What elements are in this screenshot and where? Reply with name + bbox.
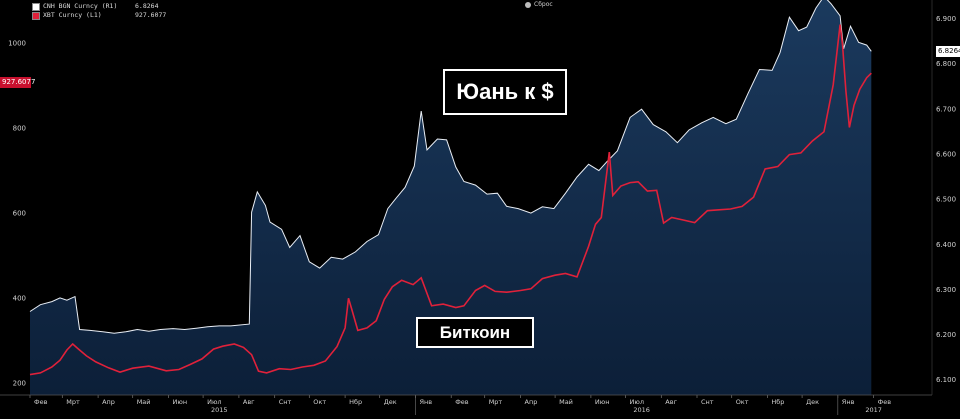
- x-tick-label: Дек: [806, 398, 819, 406]
- y-left-tick-label: 600: [13, 209, 26, 217]
- x-tick-label: Мрт: [489, 398, 503, 406]
- x-tick-label: Дек: [384, 398, 397, 406]
- series-line-cnh: [29, 0, 872, 334]
- x-tick-label: Июн: [173, 398, 188, 406]
- series-line-xbt: [29, 24, 872, 376]
- callout-bitcoin: Биткоин: [416, 317, 534, 348]
- x-tick-label: Снт: [701, 398, 714, 406]
- y-right-tick-label: 6.900: [936, 15, 956, 23]
- x-tick-label: Авг: [665, 398, 677, 406]
- legend-item-xbt: XBT Curncy (L1) 927.6077: [32, 11, 166, 20]
- legend-label-xbt: XBT Curncy (L1): [43, 11, 102, 19]
- x-tick-label: Янв: [842, 398, 855, 406]
- x-tick-label: Окт: [313, 398, 326, 406]
- y-right-tick-label: 6.100: [936, 376, 956, 384]
- x-year-label: 2015: [211, 406, 228, 414]
- legend-value-xbt: 927.6077: [135, 11, 167, 19]
- y-right-tick-label: 6.600: [936, 151, 956, 159]
- x-tick-label: Янв: [420, 398, 433, 406]
- y-left-tick-label: 1000: [8, 40, 26, 48]
- x-tick-label: Июн: [595, 398, 610, 406]
- legend-swatch-cnh: [32, 2, 40, 11]
- series-area-cnh: [30, 0, 872, 395]
- x-year-label: 2016: [633, 406, 650, 414]
- x-tick-label: Мрт: [66, 398, 80, 406]
- y-right-tick-label: 6.800: [936, 60, 956, 68]
- last-value-tag-right: 6.8264: [936, 46, 960, 57]
- y-right-tick-label: 6.200: [936, 331, 956, 339]
- legend-label-cnh: CNH BGN Curncy (R1): [43, 2, 118, 10]
- x-tick-label: Апр: [102, 398, 115, 406]
- x-tick-label: Фев: [455, 398, 469, 406]
- x-tick-label: Нбр: [771, 398, 784, 406]
- x-tick-label: Июл: [207, 398, 222, 406]
- chart-legend: CNH BGN Curncy (R1) 6.8264 XBT Curncy (L…: [32, 2, 166, 20]
- reset-button[interactable]: Сброс: [525, 1, 553, 8]
- legend-value-cnh: 6.8264: [135, 2, 159, 10]
- y-right-tick-label: 6.500: [936, 196, 956, 204]
- legend-swatch-xbt: [32, 11, 40, 20]
- x-tick-label: Нбр: [349, 398, 362, 406]
- x-tick-label: Фев: [34, 398, 48, 406]
- reset-label: Сброс: [534, 1, 553, 8]
- x-tick-label: Фев: [878, 398, 892, 406]
- callout-yuan: Юань к $: [443, 69, 567, 115]
- y-left-tick-label: 800: [13, 124, 26, 132]
- x-tick-label: Июл: [630, 398, 645, 406]
- y-right-tick-label: 6.300: [936, 286, 956, 294]
- y-right-tick-label: 6.700: [936, 105, 956, 113]
- x-tick-label: Авг: [243, 398, 255, 406]
- last-value-tag-left: 927.6077: [0, 77, 36, 88]
- x-tick-label: Май: [137, 398, 151, 406]
- reset-icon: [525, 1, 531, 8]
- y-right-tick-label: 6.400: [936, 241, 956, 249]
- legend-item-cnh: CNH BGN Curncy (R1) 6.8264: [32, 2, 166, 11]
- x-tick-label: Апр: [525, 398, 538, 406]
- y-left-tick-label: 400: [13, 294, 26, 302]
- x-tick-label: Снт: [279, 398, 292, 406]
- y-left-tick-label: 200: [13, 379, 26, 387]
- x-year-label: 2017: [865, 406, 882, 414]
- x-tick-label: Май: [559, 398, 573, 406]
- x-tick-label: Окт: [736, 398, 749, 406]
